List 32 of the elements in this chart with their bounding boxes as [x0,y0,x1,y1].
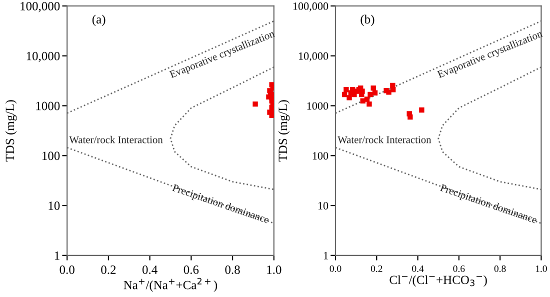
x-tick-label: 1.0 [267,266,282,274]
annotation: Water/rock Interaction [69,136,163,144]
y-tick-label: 1 [324,252,328,260]
y-tick-label: 1000 [36,102,60,110]
x-axis-title: Na$^{+}$/(Na$^{+}$+Ca$^{2+}$) [124,278,218,292]
x-tick-label: 0.0 [330,265,342,272]
y-axis-title: TDS (mg/L) [5,100,17,162]
y-tick-label: 1000 [307,102,328,110]
y-tick-label: 100 [42,152,60,160]
x-tick-label: 0.2 [370,265,382,272]
y-axis-title: TDS (mg/L) [278,100,290,162]
text: (b) [360,14,374,26]
x-tick-label: 0.8 [225,266,240,274]
annotation: Water/rock Interaction [338,136,432,144]
x-tick-label: 0.2 [101,266,116,274]
x-tick-label: 1.0 [536,265,547,272]
y-tick-label: 10,000 [26,52,60,62]
x-axis-title: Cl$^{−}$/(Cl$^{−}$+HCO$_{3}$$^{−}$) [390,275,487,287]
x-tick-label: 0.4 [142,266,158,274]
x-tick-label: 0.4 [412,265,424,272]
y-tick-label: 100,000 [293,2,328,12]
x-tick-label: 0.0 [60,266,74,274]
y-tick-label: 100,000 [20,2,60,12]
y-tick-label: 10,000 [298,52,328,62]
x-tick-label: 0.6 [184,266,199,274]
text: (a) [92,14,106,26]
y-tick-label: 10 [48,202,60,210]
y-tick-label: 100 [312,152,328,160]
y-tick-label: 10 [318,202,328,210]
y-tick-label: 1 [55,252,60,260]
x-tick-label: 0.6 [453,265,465,272]
x-tick-label: 0.8 [494,265,506,272]
